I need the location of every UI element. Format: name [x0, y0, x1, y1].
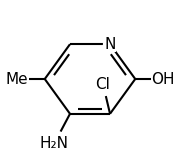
Text: OH: OH: [151, 72, 175, 86]
Text: H₂N: H₂N: [40, 136, 69, 151]
Text: Cl: Cl: [96, 77, 111, 92]
Text: Me: Me: [6, 72, 28, 86]
Text: N: N: [104, 37, 116, 52]
